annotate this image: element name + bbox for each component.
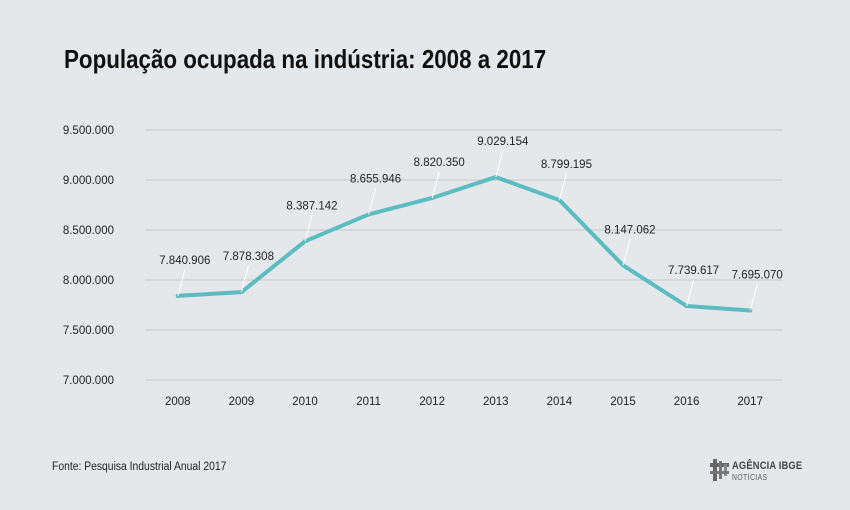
- y-tick-label: 8.500.000: [63, 225, 114, 237]
- label-leader-line: [558, 173, 567, 201]
- data-label: 8.799.195: [541, 159, 592, 171]
- x-tick-label: 2010: [292, 396, 318, 408]
- x-tick-label: 2009: [229, 396, 255, 408]
- data-label: 7.739.617: [668, 265, 719, 277]
- data-label: 8.655.946: [350, 173, 401, 185]
- label-leader-line: [304, 215, 313, 242]
- data-label: 8.387.142: [286, 200, 337, 212]
- data-label: 9.029.154: [477, 136, 529, 148]
- data-label: 7.695.070: [732, 269, 783, 281]
- data-label: 7.878.308: [223, 251, 274, 263]
- label-leader-line: [240, 266, 249, 293]
- label-leader-line: [495, 150, 504, 178]
- x-tick-label: 2014: [547, 396, 573, 408]
- label-leader-line: [749, 284, 758, 311]
- logo-subtitle: NOTÍCIAS: [732, 473, 768, 482]
- label-leader-line: [431, 171, 440, 199]
- agencia-ibge-logo: AGÊNCIA IBGE NOTÍCIAS: [710, 458, 820, 488]
- logo-name: AGÊNCIA IBGE: [732, 460, 803, 472]
- y-tick-label: 9.500.000: [63, 125, 114, 137]
- source-note: Fonte: Pesquisa Industrial Anual 2017: [52, 461, 227, 473]
- x-tick-label: 2017: [737, 396, 763, 408]
- x-tick-label: 2011: [356, 396, 381, 408]
- label-leader-line: [177, 269, 186, 297]
- chart-title: População ocupada na indústria: 2008 a 2…: [64, 44, 547, 74]
- x-tick-label: 2013: [483, 396, 509, 408]
- ibge-logo-icon: [710, 459, 729, 481]
- label-leader-line: [686, 279, 695, 307]
- y-tick-label: 7.500.000: [63, 325, 114, 337]
- x-tick-label: 2016: [674, 396, 700, 408]
- data-label: 8.820.350: [414, 157, 465, 169]
- y-tick-label: 9.000.000: [63, 175, 114, 187]
- y-tick-label: 7.000.000: [63, 375, 114, 387]
- x-tick-label: 2008: [165, 396, 191, 408]
- label-leader-line: [622, 239, 631, 266]
- label-leader-line: [368, 188, 377, 215]
- data-label: 8.147.062: [604, 224, 655, 236]
- x-tick-label: 2015: [610, 396, 636, 408]
- data-label: 7.840.906: [159, 255, 210, 267]
- y-tick-label: 8.000.000: [63, 275, 114, 287]
- series-line: [175, 175, 753, 313]
- x-tick-label: 2012: [419, 396, 445, 408]
